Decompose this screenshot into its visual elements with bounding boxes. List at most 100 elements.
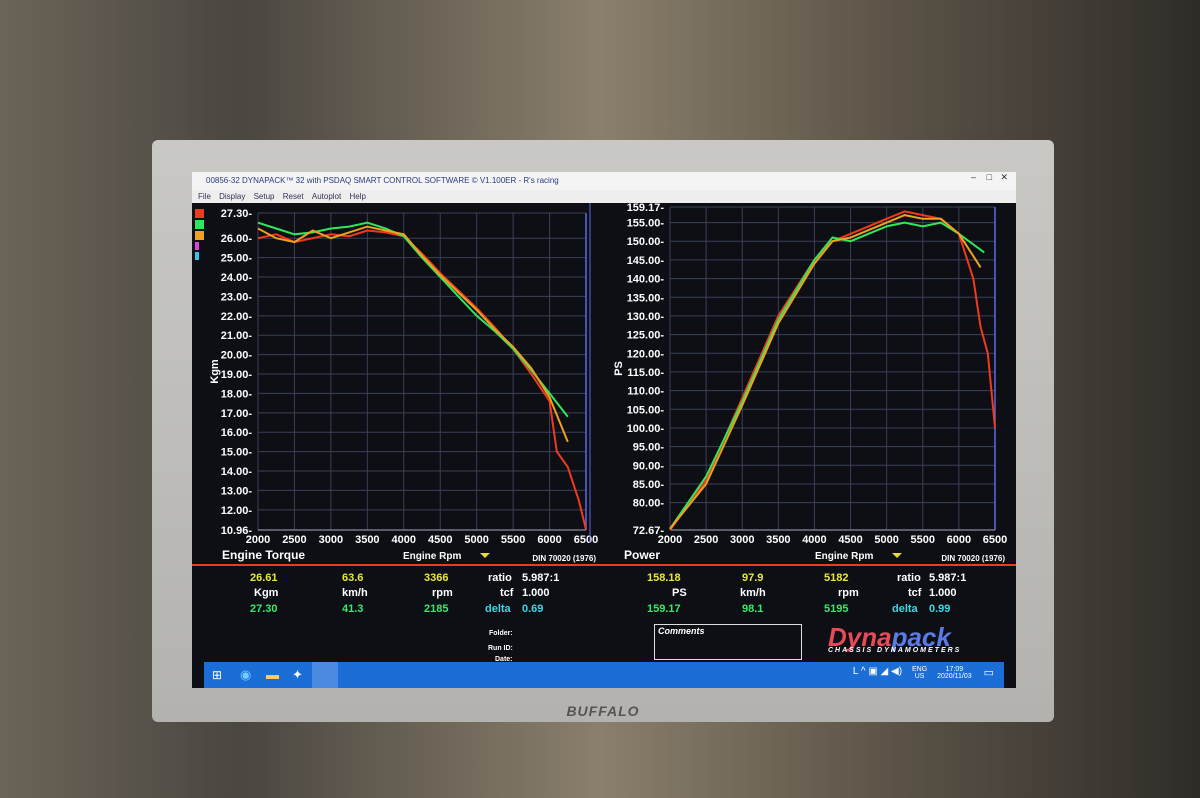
y-tick-label: 15.00- — [221, 447, 253, 459]
power-speed-2: 98.1 — [742, 603, 764, 615]
clock-time[interactable]: 17:09 — [945, 666, 964, 673]
y-tick-label: 115.00- — [627, 367, 664, 379]
torque-rpm-2: 2185 — [424, 603, 449, 615]
y-tick-label: 130.00- — [627, 311, 665, 323]
torque-delta: 0.69 — [522, 603, 544, 615]
y-tick-label: 159.17- — [627, 203, 665, 214]
standard-label: DIN 70020 (1976) — [532, 554, 596, 563]
torque-value-2: 27.30 — [250, 603, 278, 615]
x-axis-label: Engine Rpm — [815, 551, 873, 562]
folder-label: Folder: — [489, 630, 513, 637]
x-tick-label: 4500 — [838, 534, 862, 546]
power-speed-1: 97.9 — [742, 572, 764, 584]
y-tick-label: 21.00- — [221, 330, 253, 342]
y-tick-label: 27.30- — [221, 208, 253, 220]
y-tick-label: 23.00- — [221, 291, 253, 303]
x-tick-label: 6500 — [983, 534, 1007, 546]
y-axis-label: Kgm — [209, 359, 221, 384]
y-tick-label: 25.00- — [221, 253, 253, 265]
torque-speed-1: 63.6 — [342, 572, 364, 584]
series-line-green — [257, 221, 569, 418]
tray-icons[interactable]: L ^ ▣ ◢ ◀) — [852, 666, 903, 677]
monitor-brand: BUFFALO — [566, 703, 640, 719]
lang-1[interactable]: ENG — [912, 666, 928, 673]
y-tick-label: 95.00- — [633, 442, 665, 454]
menu-reset[interactable]: Reset — [282, 192, 304, 201]
x-tick-label: 4500 — [428, 534, 452, 546]
y-tick-label: 22.00- — [221, 311, 253, 323]
y-tick-label: 19.00- — [221, 369, 253, 381]
logo-text-a: Dyna — [828, 622, 892, 652]
taskbar: ⊞ ◉ ▬ ✦ L ^ ▣ ◢ ◀) ENG US 17:09 2020/11/03… — [204, 662, 1004, 688]
torque-rpm-unit: rpm — [432, 587, 453, 599]
y-tick-label: 24.00- — [221, 272, 253, 284]
notifications-icon[interactable]: ▭ — [983, 667, 994, 679]
file-explorer-icon[interactable]: ▬ — [266, 667, 279, 682]
series-line-orange — [669, 214, 982, 530]
y-tick-label: 145.00- — [627, 255, 665, 267]
dropdown-arrow-icon — [480, 553, 490, 558]
legend-swatch-magenta — [195, 242, 199, 250]
power-speed-unit: km/h — [740, 587, 766, 599]
y-tick-label: 125.00- — [627, 330, 665, 342]
y-tick-label: 100.00- — [627, 423, 665, 435]
standard-label: DIN 70020 (1976) — [941, 554, 1005, 563]
power-ratio-label: ratio — [897, 572, 921, 584]
dynapack-app-icon[interactable] — [312, 662, 338, 688]
menu-display[interactable]: Display — [219, 192, 246, 201]
legend-swatch-orange — [195, 231, 204, 240]
torque-tcf-label: tcf — [500, 587, 514, 599]
y-tick-label: 16.00- — [221, 427, 253, 439]
x-tick-label: 3500 — [766, 534, 790, 546]
maximize-button[interactable]: □ — [986, 172, 992, 182]
torque-speed-2: 41.3 — [342, 603, 364, 615]
x-axis-label: Engine Rpm — [403, 551, 461, 562]
dyno-charts: 27.30- 26.00- 25.00- 24.00- 23.00- 22.00- 21.0… — [192, 203, 1016, 566]
menu-setup[interactable]: Setup — [253, 192, 275, 201]
torque-value-1: 26.61 — [250, 572, 278, 584]
y-tick-label: 72.67- — [633, 525, 665, 537]
torque-tcf: 1.000 — [522, 587, 550, 599]
y-tick-label: 14.00- — [221, 466, 253, 478]
power-delta: 0.99 — [929, 603, 951, 615]
power-tcf: 1.000 — [929, 587, 957, 599]
run-id-label: Run ID: — [488, 645, 513, 652]
power-ratio: 5.987:1 — [929, 572, 967, 584]
logo-subtitle: CHASSIS DYNAMOMETERS — [828, 647, 962, 654]
logo-text-b: pack — [891, 622, 951, 652]
y-tick-label: 90.00- — [633, 460, 665, 472]
x-tick-label: 4000 — [392, 534, 416, 546]
power-rpm-1: 5182 — [824, 572, 849, 584]
torque-rpm-1: 3366 — [424, 572, 449, 584]
system-tray: L ^ ▣ ◢ ◀) ENG US 17:09 2020/11/03 ▭ — [853, 666, 994, 680]
x-tick-label: 5000 — [464, 534, 488, 546]
comments-box[interactable]: Comments — [654, 624, 802, 660]
menu-bar: File Display Setup Reset Autoplot Help — [192, 190, 1016, 203]
y-tick-label: 110.00- — [627, 386, 664, 398]
chart-title: Power — [624, 548, 660, 562]
x-tick-label: 2000 — [246, 534, 270, 546]
power-value-2: 159.17 — [647, 603, 681, 615]
y-tick-label: 150.00- — [627, 236, 665, 248]
torque-ratio: 5.987:1 — [522, 572, 560, 584]
y-tick-label: 80.00- — [633, 498, 665, 510]
clock-date[interactable]: 2020/11/03 — [937, 673, 972, 680]
legend-swatch-cyan — [195, 252, 199, 260]
dropdown-arrow-icon — [892, 553, 902, 558]
series-line-red — [257, 229, 587, 530]
close-button[interactable]: ✕ — [1000, 172, 1008, 182]
edge-browser-icon[interactable]: ◉ — [240, 667, 252, 682]
windows-start-icon[interactable]: ⊞ — [212, 668, 223, 682]
minimize-button[interactable]: – — [970, 172, 976, 182]
torque-speed-unit: km/h — [342, 587, 368, 599]
app-icon[interactable]: ✦ — [292, 667, 303, 682]
legend-swatch-red — [195, 209, 204, 218]
menu-autoplot[interactable]: Autoplot — [311, 192, 342, 201]
y-tick-label: 18.00- — [221, 388, 253, 400]
x-tick-label: 5500 — [911, 534, 935, 546]
torque-delta-label: delta — [485, 603, 511, 615]
menu-file[interactable]: File — [198, 192, 211, 201]
menu-help[interactable]: Help — [349, 192, 366, 201]
y-tick-label: 10.96- — [221, 525, 253, 537]
lang-2[interactable]: US — [914, 673, 925, 680]
